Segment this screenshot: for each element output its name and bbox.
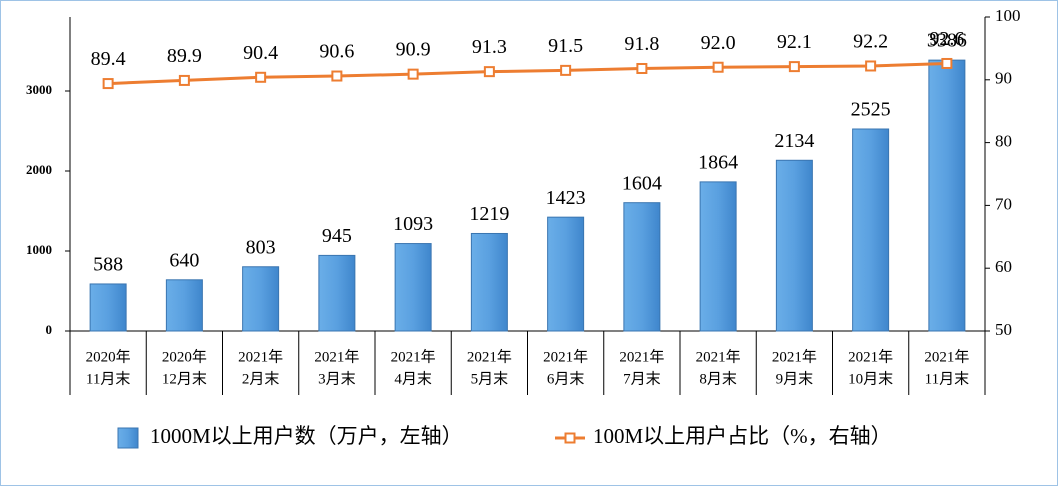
bar [89, 283, 127, 332]
line-value-label: 92.6 [929, 28, 964, 50]
bar-value-label: 1423 [546, 187, 586, 209]
bar [623, 202, 661, 332]
line-marker [865, 60, 877, 72]
y2-tick-label: 80 [995, 132, 1012, 151]
line [108, 61, 947, 86]
legend-label: 1000M以上用户数（万户，左轴） [150, 424, 463, 448]
line-marker [788, 61, 800, 73]
bar-value-label: 588 [93, 254, 123, 276]
x-tick-label: 2021年 [391, 348, 436, 365]
bar [318, 254, 356, 332]
line-marker [102, 78, 114, 90]
line-marker [178, 74, 190, 86]
x-tick-label: 2021年 [848, 348, 893, 365]
bar-value-label: 640 [169, 249, 199, 271]
x-tick-label: 11月末 [86, 370, 130, 387]
x-tick-label: 2021年 [314, 348, 359, 365]
y-tick-label: 2000 [26, 162, 52, 177]
bar-value-label: 3386 [927, 30, 967, 52]
x-tick-label: 11月末 [925, 370, 969, 387]
bar-value-label: 1604 [622, 172, 662, 194]
line-value-label: 92.0 [701, 32, 736, 54]
bar-value-label: 1093 [393, 213, 433, 235]
x-tick-label: 6月末 [547, 370, 585, 387]
x-tick-label: 2021年 [543, 348, 588, 365]
x-tick-label: 9月末 [776, 370, 814, 387]
y-tick-label: 1000 [26, 242, 52, 257]
bar [165, 279, 203, 332]
y-tick-label: 0 [46, 322, 53, 337]
bar-value-label: 1219 [469, 203, 509, 225]
x-tick-label: 2020年 [86, 348, 131, 365]
bar [394, 243, 432, 332]
line-value-label: 89.9 [167, 45, 202, 67]
line-marker [483, 66, 495, 78]
line-marker [331, 70, 343, 82]
x-tick-label: 2021年 [467, 348, 512, 365]
line-value-label: 92.1 [777, 31, 812, 53]
legend-label: 100M以上用户占比（%，右轴） [593, 424, 892, 448]
bar-value-label: 1864 [698, 151, 738, 173]
line-value-label: 91.8 [624, 33, 659, 55]
line-value-label: 90.9 [396, 39, 431, 61]
x-tick-label: 2020年 [162, 348, 207, 365]
bar [775, 159, 813, 332]
y2-tick-label: 100 [995, 6, 1021, 25]
x-tick-label: 4月末 [394, 370, 432, 387]
y2-tick-label: 70 [995, 194, 1012, 213]
line-marker [255, 71, 267, 83]
line-value-label: 90.4 [243, 42, 278, 64]
bar-value-label: 2134 [774, 130, 814, 152]
x-tick-label: 2021年 [696, 348, 741, 365]
line-marker [636, 62, 648, 74]
line-marker [560, 64, 572, 76]
x-tick-label: 2021年 [238, 348, 283, 365]
line-value-label: 90.6 [319, 41, 354, 63]
line-value-label: 89.4 [91, 48, 126, 70]
line-marker [712, 61, 724, 73]
x-tick-label: 2021年 [772, 348, 817, 365]
bar [928, 59, 966, 332]
x-tick-label: 12月末 [162, 370, 207, 387]
legend-swatch-marker [564, 432, 576, 444]
bar [242, 266, 280, 332]
y-tick-label: 3000 [26, 82, 52, 97]
y2-tick-label: 50 [995, 320, 1012, 339]
x-tick-label: 10月末 [848, 370, 893, 387]
bar [470, 232, 508, 332]
x-tick-label: 7月末 [623, 370, 661, 387]
line-marker [407, 68, 419, 80]
x-tick-label: 3月末 [318, 370, 356, 387]
line-value-label: 92.2 [853, 31, 888, 53]
legend-swatch [117, 427, 139, 449]
x-tick-label: 2021年 [619, 348, 664, 365]
y2-tick-label: 60 [995, 257, 1012, 276]
x-tick-label: 5月末 [471, 370, 509, 387]
line-marker [941, 57, 953, 69]
x-tick-label: 8月末 [699, 370, 737, 387]
line-value-label: 91.5 [548, 35, 583, 57]
bar [852, 128, 890, 332]
bar [699, 181, 737, 332]
bar [547, 216, 585, 332]
x-tick-label: 2月末 [242, 370, 280, 387]
bar-value-label: 945 [322, 225, 352, 247]
bar-value-label: 803 [246, 236, 276, 258]
line-value-label: 91.3 [472, 36, 507, 58]
bar-value-label: 2525 [851, 99, 891, 121]
x-tick-label: 2021年 [924, 348, 969, 365]
y2-tick-label: 90 [995, 69, 1012, 88]
